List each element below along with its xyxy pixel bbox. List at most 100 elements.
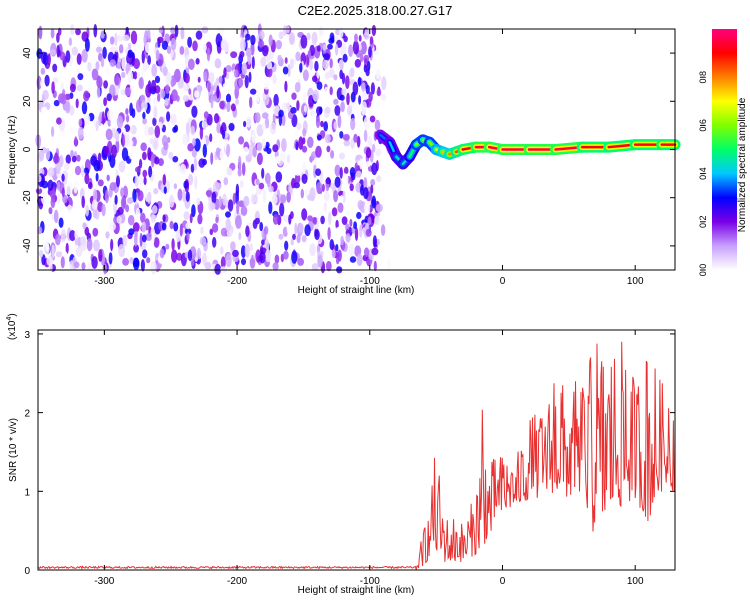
noise-cell	[155, 262, 163, 269]
noise-cell	[371, 162, 378, 176]
noise-cell	[261, 122, 266, 131]
noise-cell	[269, 121, 277, 135]
noise-cell	[317, 134, 322, 141]
noise-cell	[61, 173, 65, 182]
noise-cell	[104, 66, 110, 76]
noise-cell	[256, 152, 263, 165]
noise-cell	[334, 176, 341, 188]
noise-cell	[151, 79, 157, 92]
noise-cell	[185, 191, 190, 203]
noise-cell	[75, 28, 81, 36]
noise-cell	[74, 165, 82, 176]
noise-cell	[318, 106, 323, 115]
noise-cell	[49, 49, 56, 56]
noise-cell	[232, 249, 239, 257]
y-tick-label: 1	[24, 487, 30, 498]
noise-cell	[238, 77, 244, 88]
noise-cell	[140, 142, 147, 152]
noise-cell	[40, 106, 48, 115]
noise-cell	[189, 213, 193, 224]
noise-cell	[264, 117, 270, 129]
noise-cell	[286, 191, 291, 203]
noise-cell	[286, 222, 290, 235]
noise-cell	[197, 213, 203, 225]
noise-cell	[81, 165, 85, 177]
colorbar-tick-label: 0.6	[698, 119, 708, 132]
noise-cell	[348, 44, 354, 57]
noise-cell	[342, 53, 348, 63]
noise-cell	[210, 152, 214, 165]
noise-cell	[329, 86, 333, 96]
noise-cell	[184, 73, 190, 84]
colorbar-tick-label: 0.8	[698, 71, 708, 84]
noise-cell	[265, 248, 271, 263]
x-tick-label: 100	[627, 276, 644, 287]
noise-cell	[63, 162, 70, 171]
y-tick-label: -20	[22, 190, 33, 205]
noise-cell	[245, 33, 251, 41]
noise-cell	[261, 167, 265, 179]
noise-cell	[260, 56, 266, 67]
noise-cell	[135, 207, 141, 222]
noise-cell	[292, 233, 296, 240]
y-tick-label: 3	[24, 330, 30, 341]
noise-cell	[349, 256, 357, 263]
noise-cell	[256, 88, 260, 103]
noise-cell	[262, 45, 269, 57]
noise-cell	[58, 217, 64, 228]
noise-cell	[192, 138, 196, 147]
noise-cell	[141, 50, 145, 64]
noise-cell	[299, 62, 303, 73]
noise-cell	[291, 92, 297, 100]
noise-cell	[71, 46, 79, 56]
noise-cell	[95, 61, 100, 71]
noise-cell	[79, 236, 87, 246]
noise-cell	[152, 97, 158, 105]
noise-cell	[121, 56, 127, 70]
noise-cell	[261, 239, 265, 246]
noise-cell	[328, 211, 332, 226]
colorbar-tick-label: 0.2	[698, 216, 708, 229]
noise-cell	[197, 76, 201, 83]
noise-cell	[140, 259, 145, 272]
noise-cell	[323, 191, 330, 201]
noise-cell	[286, 102, 291, 110]
noise-cell	[341, 216, 348, 226]
noise-cell	[262, 112, 269, 119]
noise-cell	[301, 173, 308, 184]
noise-cell	[143, 33, 147, 47]
noise-cell	[283, 250, 289, 260]
noise-cell	[215, 216, 219, 224]
noise-cell	[76, 154, 81, 162]
noise-cell	[367, 135, 373, 149]
noise-cell	[294, 173, 301, 184]
noise-cell	[353, 133, 358, 143]
noise-cell	[329, 239, 335, 251]
snr-scale-close: )	[7, 313, 18, 316]
noise-cell	[316, 182, 323, 194]
noise-cell	[267, 180, 271, 188]
noise-cell	[315, 145, 322, 158]
noise-cell	[305, 262, 309, 273]
noise-cell	[191, 105, 198, 118]
noise-cell	[172, 156, 179, 163]
noise-cell	[280, 194, 287, 204]
noise-cell	[171, 238, 175, 251]
noise-cell	[244, 75, 249, 89]
colorbar: 0.0 0.2 0.4 0.6 0.8 Normalized spectral ampl…	[698, 29, 748, 276]
noise-cell	[250, 34, 256, 46]
noise-cell	[122, 234, 128, 247]
noise-cell	[69, 230, 76, 242]
noise-cell	[230, 51, 238, 59]
noise-cell	[56, 32, 60, 43]
noise-cell	[329, 58, 333, 69]
noise-cell	[182, 133, 189, 146]
noise-cell	[346, 92, 350, 106]
noise-cell	[135, 166, 141, 173]
noise-cell	[133, 244, 140, 253]
noise-cell	[202, 252, 207, 266]
noise-cell	[166, 45, 172, 54]
signal-trace	[374, 129, 681, 170]
noise-cell	[302, 92, 307, 103]
noise-cell	[146, 257, 151, 264]
